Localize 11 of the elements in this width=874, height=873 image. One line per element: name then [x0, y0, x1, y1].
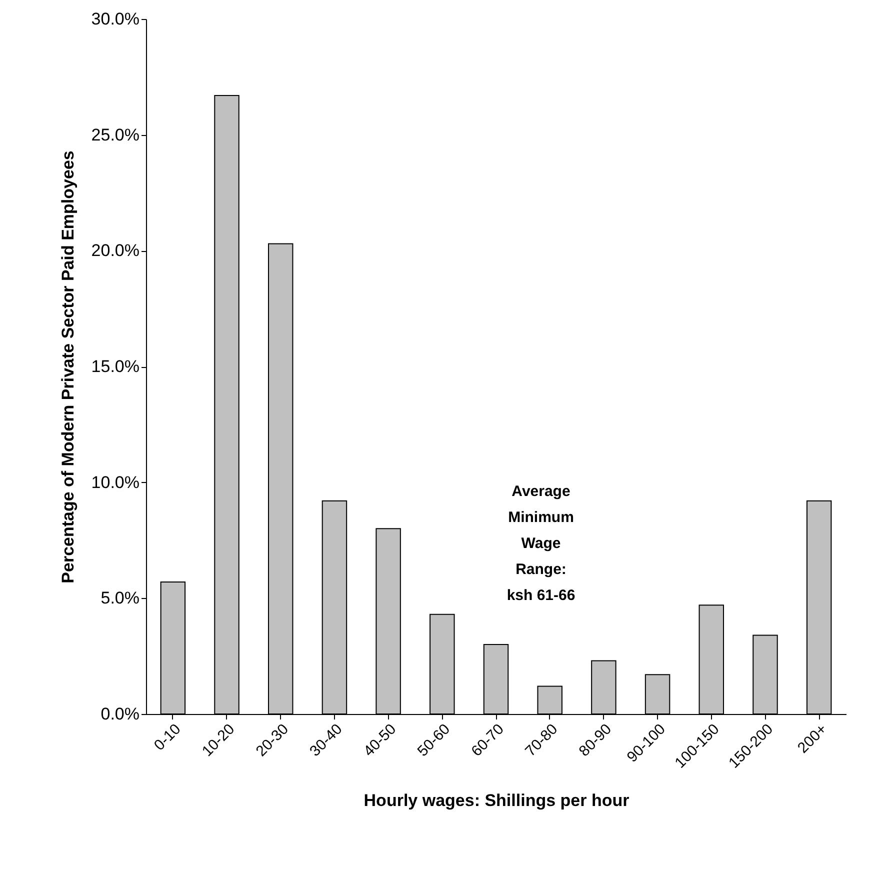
y-axis-title: Percentage of Modern Private Sector Paid Employees	[58, 150, 78, 584]
x-tick-label: 0-10	[150, 720, 184, 754]
y-tick-label: 30.0%	[91, 10, 140, 28]
x-axis-title: Hourly wages: Shillings per hour	[364, 791, 630, 810]
y-tick-label: 25.0%	[91, 125, 140, 144]
annotation: Average Minimum Wage Range: ksh 61-66	[506, 483, 576, 604]
y-tick-label: 10.0%	[91, 472, 140, 492]
y-tick-label: 5.0%	[100, 588, 140, 608]
y-tick-label: 0.0%	[100, 704, 140, 724]
y-tick-label: 15.0%	[91, 357, 140, 376]
y-tick-label: 20.0%	[91, 241, 140, 260]
